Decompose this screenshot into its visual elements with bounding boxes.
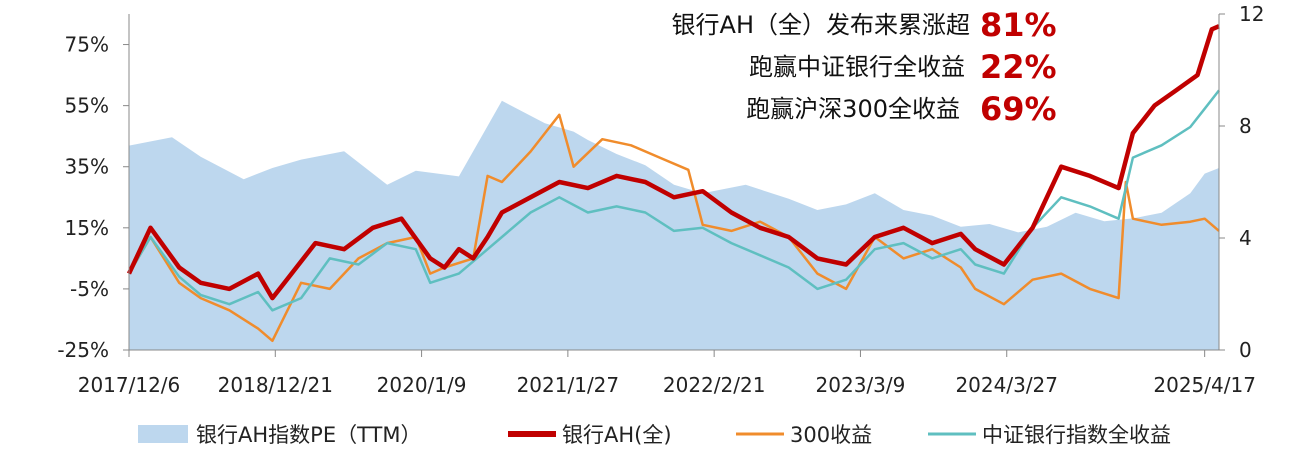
legend-label-bank-ah: 银行AH(全) [562, 423, 672, 447]
annotation-value-3: 69% [980, 90, 1057, 128]
y-right-tick-label: 8 [1239, 114, 1252, 138]
x-tick-label: 2023/3/9 [816, 373, 906, 397]
annotation-label-1: 银行AH（全）发布来累涨超 [672, 11, 970, 39]
x-tick-label: 2018/12/21 [218, 373, 333, 397]
series-line-3 [127, 89, 1220, 312]
pe-area-layer [129, 100, 1219, 350]
annotation-value-2: 22% [980, 48, 1057, 86]
y-left-tick-label: 55% [65, 94, 109, 118]
annotation-label-2: 跑赢中证银行全收益 [749, 53, 965, 81]
y-right-tick-label: 0 [1239, 338, 1252, 362]
y-left-tick-label: 35% [65, 155, 109, 179]
x-tick-label: 2025/4/17 [1153, 373, 1256, 397]
series-line-1 [126, 24, 1220, 301]
annotation-block: 银行AH（全）发布来累涨超 81% 跑赢中证银行全收益 22% 跑赢沪深300全… [672, 6, 1057, 128]
y-left-tick-label: -25% [57, 338, 109, 362]
ticks-layer: 75% 55% 35% 15% -5% -25% 12 8 4 0 2017/12/6 2018/12… [57, 2, 1264, 397]
series-lines-layer [126, 24, 1220, 343]
series-line-2 [127, 113, 1220, 343]
y-left-tick-label: -5% [70, 277, 109, 301]
legend-label-csi-bank: 中证银行指数全收益 [982, 423, 1171, 447]
legend: 银行AH指数PE（TTM） 银行AH(全) 300收益 中证银行指数全收益 [138, 423, 1171, 447]
legend-label-300: 300收益 [790, 423, 872, 447]
x-tick-label: 2021/1/27 [517, 373, 620, 397]
x-tick-label: 2022/2/21 [663, 373, 766, 397]
x-tick-label: 2017/12/6 [78, 373, 181, 397]
x-tick-label: 2024/3/27 [955, 373, 1058, 397]
series-area-pe [129, 100, 1219, 350]
y-right-tick-label: 12 [1239, 2, 1264, 26]
y-right-tick-label: 4 [1239, 226, 1252, 250]
annotation-value-1: 81% [980, 6, 1057, 44]
annotation-label-3: 跑赢沪深300全收益 [746, 95, 960, 123]
legend-label-pe: 银行AH指数PE（TTM） [196, 423, 422, 447]
y-left-tick-label: 75% [65, 33, 109, 57]
axes-layer [128, 14, 1220, 351]
x-tick-label: 2020/1/9 [377, 373, 467, 397]
legend-swatch-pe [138, 425, 188, 443]
y-left-tick-label: 15% [65, 216, 109, 240]
